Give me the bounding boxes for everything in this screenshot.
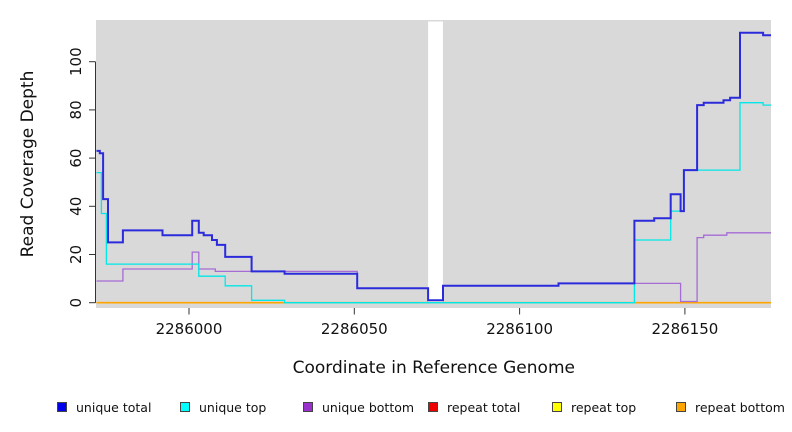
legend-item-unique-total: unique total [57,399,151,415]
unique-top-swatch-icon [180,402,190,412]
legend: unique total unique top unique bottom re… [0,399,792,421]
repeat-total-swatch-icon [428,402,438,412]
x-tick-label: 2286150 [651,320,718,338]
x-tick-label: 2286000 [156,320,223,338]
unique-total-swatch-icon [57,402,67,412]
legend-label: repeat total [447,399,521,415]
y-axis-title: Read Coverage Depth [18,71,38,258]
legend-label: repeat top [571,399,637,415]
masked-gap-band-layer [428,21,443,304]
y-tick-label: 40 [67,197,85,216]
legend-label: unique bottom [322,399,415,415]
y-tick-label: 20 [67,245,85,264]
repeat-bottom-swatch-icon [676,402,686,412]
series-unique-total [96,31,771,302]
series-unique-top [96,102,771,304]
legend-item-repeat-top: repeat top [552,399,636,415]
unique-bottom-swatch-icon [303,402,313,412]
legend-label: unique total [76,399,152,415]
y-tick-label: 80 [67,100,85,119]
x-axis-title: Coordinate in Reference Genome [293,358,575,378]
y-tick-label: 100 [67,47,85,76]
x-tick-label: 2286050 [321,320,388,338]
legend-item-unique-bottom: unique bottom [303,399,414,415]
legend-label: repeat bottom [695,399,785,415]
masked-gap-band [428,21,443,304]
y-tick-label: 0 [67,298,85,308]
x-tick-label: 2286100 [486,320,553,338]
legend-item-unique-top: unique top [180,399,266,415]
legend-item-repeat-total: repeat total [428,399,520,415]
repeat-top-swatch-icon [552,402,562,412]
legend-label: unique top [199,399,267,415]
legend-item-repeat-bottom: repeat bottom [676,399,785,415]
series-layer [96,31,771,304]
y-tick-label: 60 [67,149,85,168]
